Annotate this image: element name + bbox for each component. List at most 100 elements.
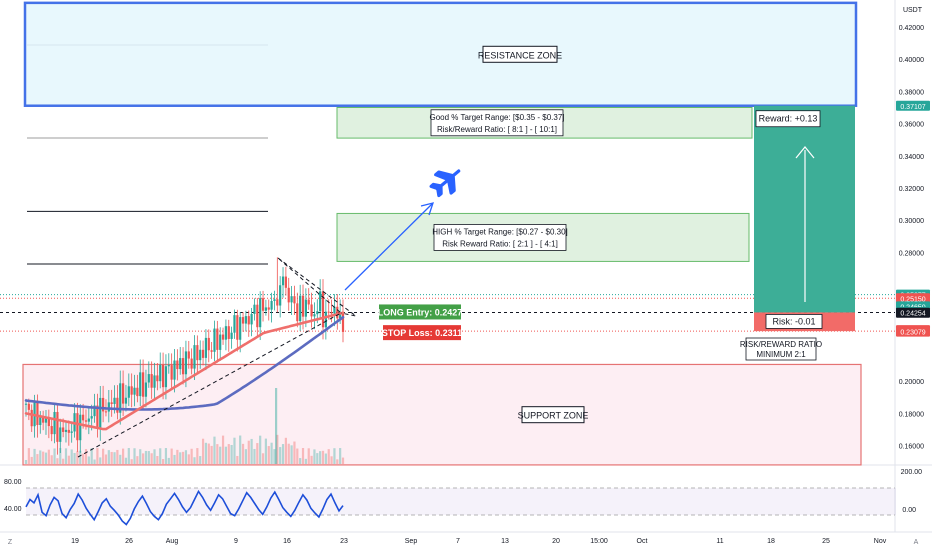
price-badge: [896, 293, 930, 304]
volume-bar: [244, 449, 248, 464]
candle-body: [230, 332, 233, 339]
price-badge: [896, 326, 930, 337]
candle-body: [281, 276, 285, 286]
volume-bar: [193, 457, 196, 464]
x-tick-label: Oct: [637, 538, 648, 545]
x-tick-label: 7: [456, 538, 460, 545]
candle-body: [256, 304, 259, 328]
long-position-tool[interactable]: Reward: +0.13 Risk: -0.01 RISK/REWARD RATI…: [740, 105, 855, 361]
candle: [236, 309, 239, 352]
candle: [39, 411, 42, 434]
candle-body: [196, 345, 199, 361]
candle-body: [321, 291, 325, 328]
volume-bar: [304, 458, 307, 464]
candle-body: [161, 364, 165, 388]
candle-body: [216, 328, 219, 350]
support-zone-label: SUPPORT ZONE: [518, 411, 589, 421]
volume-bar: [47, 449, 50, 464]
candle-body: [253, 304, 256, 314]
candle: [233, 309, 236, 339]
candle-body: [299, 295, 302, 322]
volume-bar: [102, 448, 105, 464]
price-axis[interactable]: USDT 0.42000 0.40000 0.38000 0.36000 0.34000 0…: [896, 7, 930, 451]
volume-bar: [230, 444, 233, 464]
zones: RESISTANCE ZONE SUPPORT ZONE Good % Target…: [22, 1, 862, 466]
candle-body: [204, 337, 208, 358]
candle-body: [156, 375, 159, 382]
high-target-line2: Risk Reward Ratio: [ 2:1 ] - [ 4:1]: [442, 239, 558, 248]
candle-body: [107, 402, 110, 412]
volume-bar: [164, 448, 168, 464]
volume-bar: [121, 448, 125, 464]
volume-bar: [253, 448, 256, 464]
volume-bar: [73, 452, 76, 464]
candle-body: [199, 349, 202, 361]
candle: [196, 335, 199, 373]
price-badge-label: 0.37107: [900, 104, 925, 111]
reward-label: Reward: +0.13: [759, 114, 818, 124]
time-axis[interactable]: 19 26 Aug 9 16 23 Sep 7 13 20 15:00 Oct 11 18 25 Nov Z A: [8, 538, 919, 546]
volume-bar: [99, 457, 102, 464]
volume-bar: [179, 452, 182, 464]
volume-bar: [24, 460, 28, 464]
candle-body: [190, 358, 193, 369]
candle: [319, 279, 322, 319]
candle: [110, 389, 113, 417]
volume-bar: [321, 450, 325, 464]
candle-body: [273, 299, 276, 301]
candle: [173, 349, 176, 393]
candle-body: [224, 326, 228, 340]
candle-body: [50, 426, 53, 435]
y-tick-label: 0.34000: [899, 154, 924, 161]
candle: [261, 290, 265, 322]
y-tick-label: 0.40000: [899, 57, 924, 64]
volume-bar: [319, 451, 322, 464]
volume-bar: [144, 450, 148, 464]
annotations: LONG Entry: 0.2427 STOP Loss: 0.2311: [77, 169, 462, 458]
volume-bar: [167, 457, 170, 464]
candle: [179, 346, 182, 375]
candle-body: [99, 397, 102, 429]
y-tick-label: 0.20000: [899, 379, 924, 386]
candles: [24, 257, 345, 455]
candle-body: [319, 291, 322, 312]
stop-label: STOP Loss: 0.2311: [382, 328, 462, 338]
entry-label-box: [379, 304, 461, 320]
candle: [336, 294, 339, 330]
candle-body: [87, 418, 90, 422]
candle: [201, 340, 205, 366]
candle-body: [210, 350, 213, 352]
candle-body: [264, 307, 267, 311]
candle: [30, 404, 33, 432]
candle-body: [139, 372, 142, 397]
candle: [259, 291, 262, 341]
candle-body: [241, 317, 245, 324]
price-badge: [896, 100, 930, 111]
volume-bar: [70, 449, 73, 464]
candle: [273, 290, 276, 311]
candle: [293, 285, 296, 315]
candle-body: [193, 345, 196, 369]
volume-bar: [59, 448, 62, 464]
candle-body: [36, 400, 39, 425]
volume-bar: [196, 448, 199, 464]
candle: [341, 299, 345, 343]
candle-body: [62, 427, 65, 432]
candle-body: [296, 303, 299, 322]
candle-body: [136, 387, 139, 397]
candle-body: [56, 411, 59, 442]
candle-body: [307, 299, 310, 305]
candle-body: [213, 328, 216, 352]
volume-bar: [279, 447, 282, 464]
resistance-zone-label-box: [482, 45, 558, 63]
x-tick-label: 23: [340, 538, 348, 545]
y-tick-label: 0.16000: [899, 444, 924, 451]
volume-bar: [287, 443, 290, 464]
reward-arrowhead: [795, 146, 815, 159]
candle: [59, 418, 62, 453]
volume-bar: [84, 449, 88, 464]
candle-body: [270, 300, 273, 310]
volume-bar: [204, 442, 208, 464]
candle-body: [293, 296, 296, 304]
volume-bar: [275, 388, 278, 464]
